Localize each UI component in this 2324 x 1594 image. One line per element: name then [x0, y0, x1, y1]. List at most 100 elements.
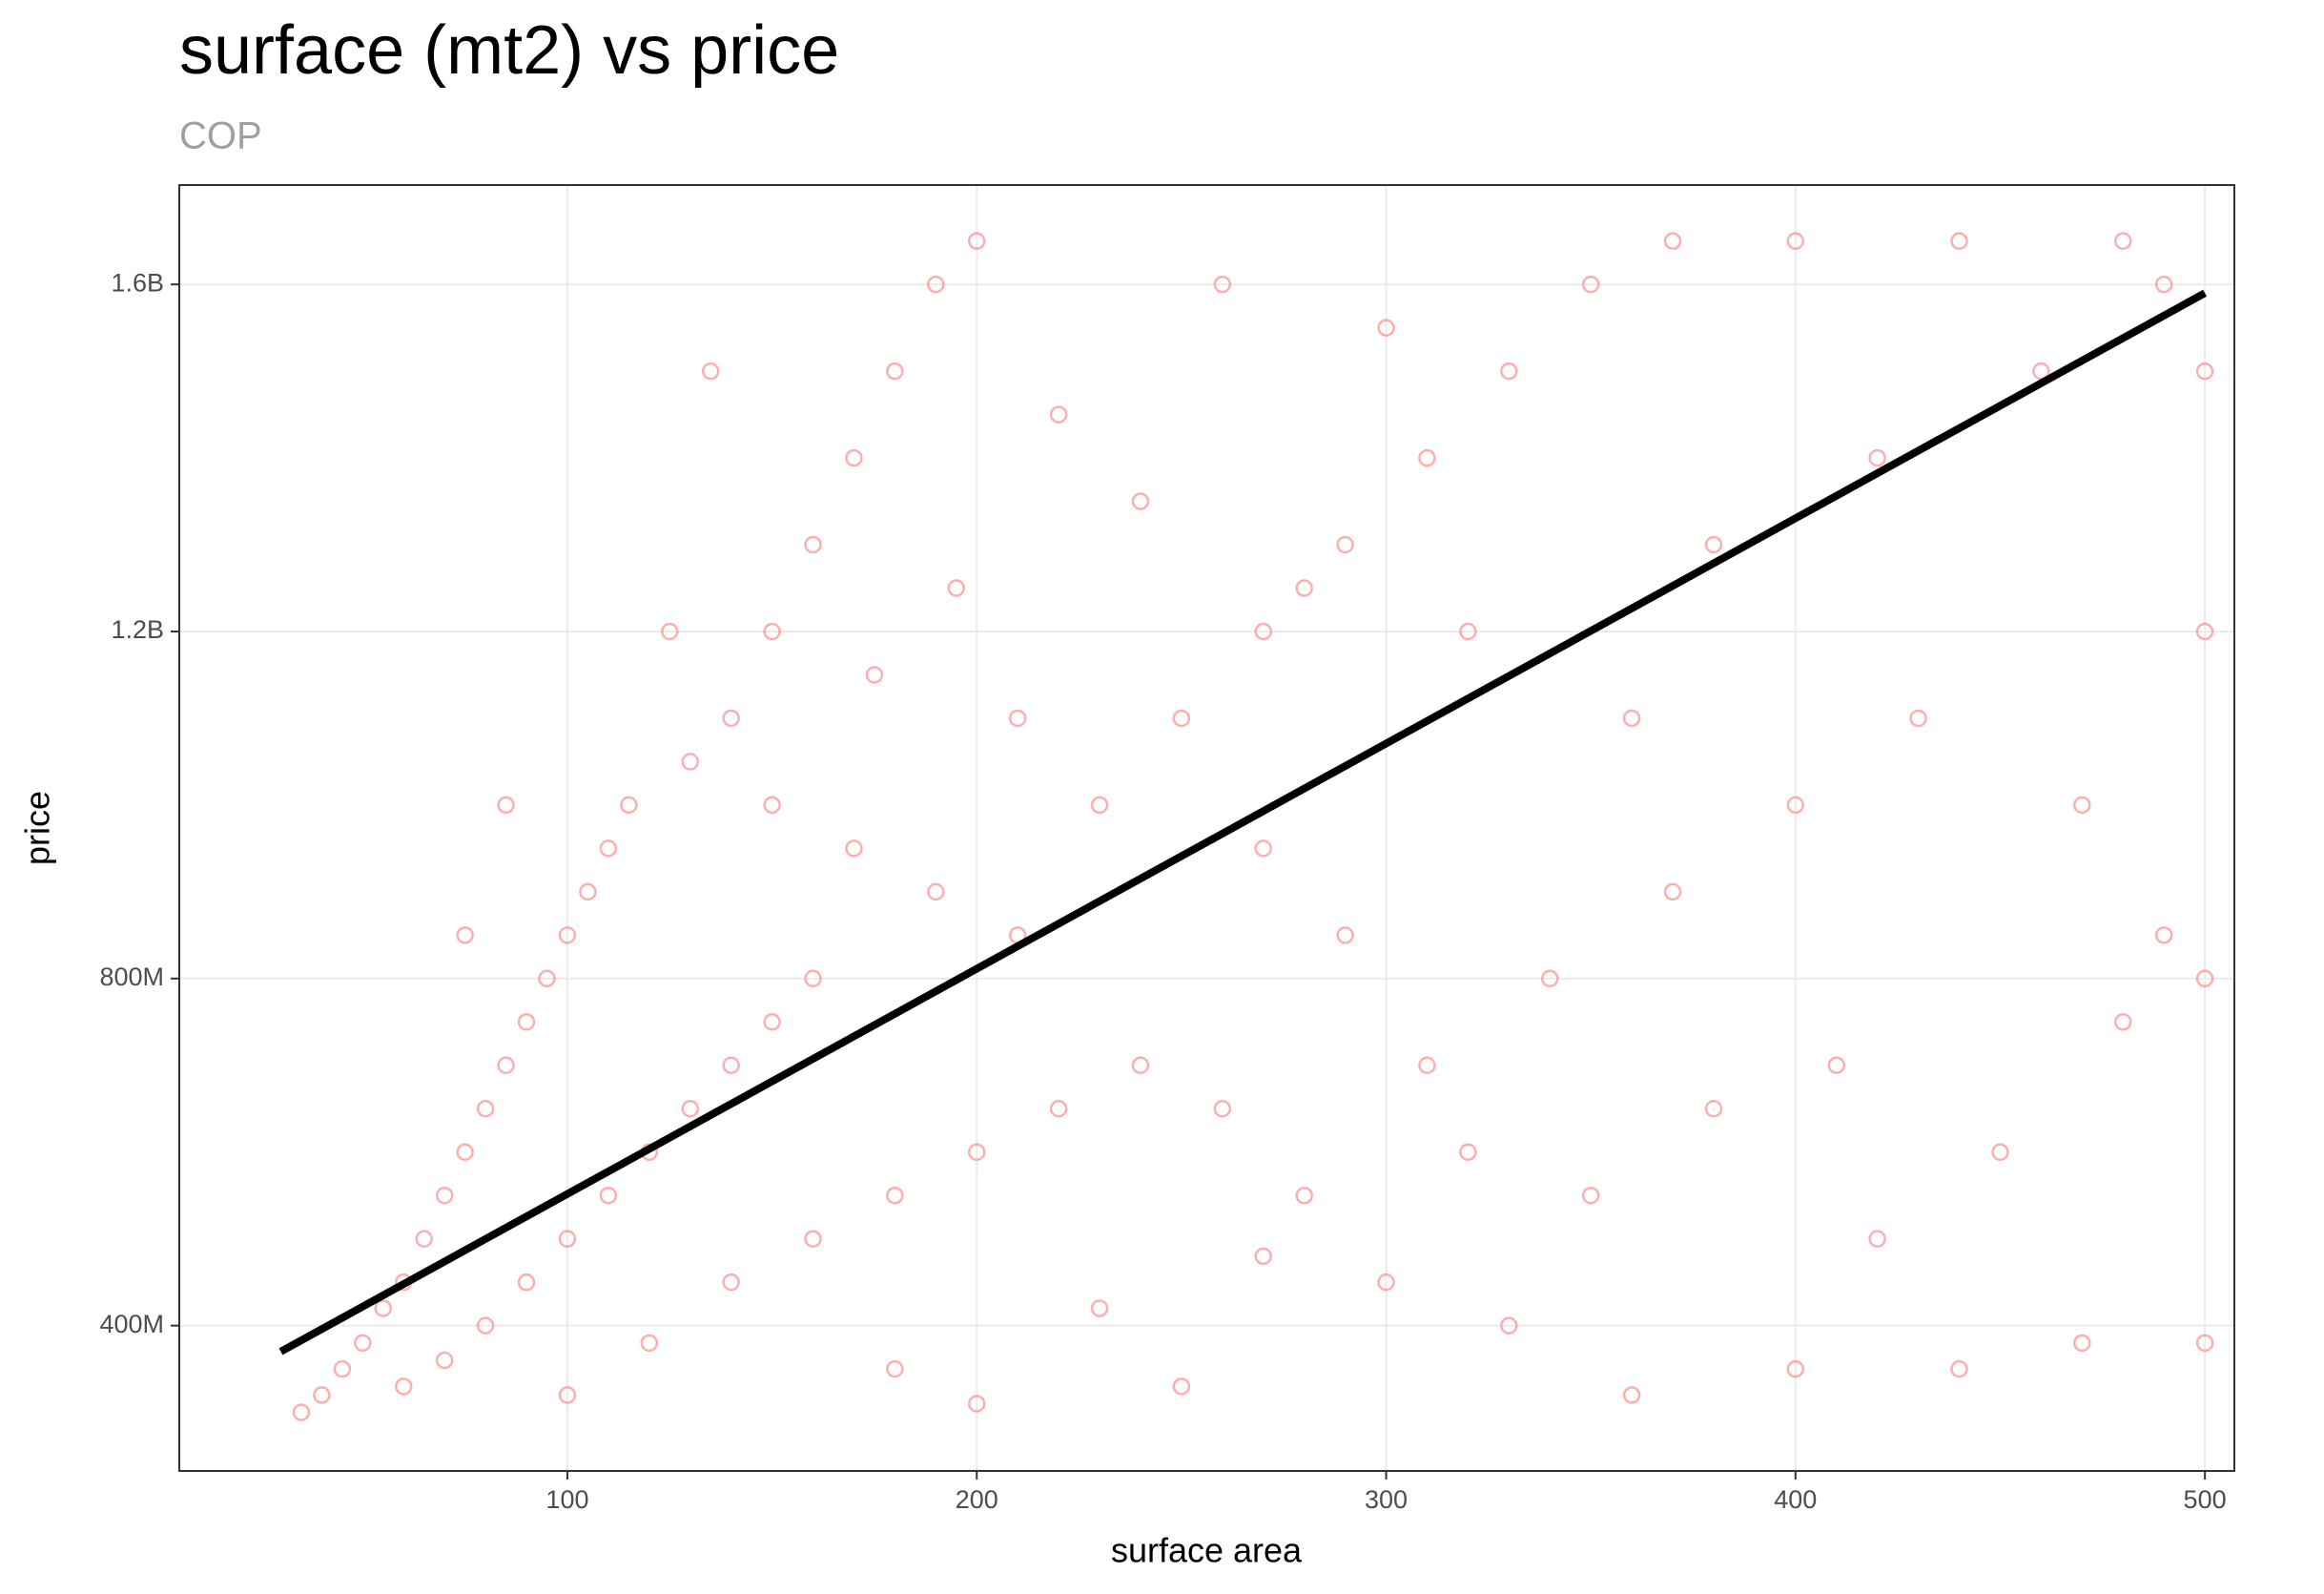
point — [763, 1013, 781, 1031]
point — [292, 1403, 311, 1421]
point — [2113, 1013, 2132, 1031]
point — [947, 579, 966, 597]
point — [2195, 969, 2214, 988]
point — [538, 969, 556, 988]
point — [1459, 1143, 1477, 1161]
point — [1172, 1377, 1191, 1396]
point — [1540, 969, 1559, 988]
point — [701, 362, 720, 381]
point — [476, 1316, 495, 1335]
point — [394, 1377, 413, 1396]
point — [435, 1351, 454, 1370]
point — [722, 1056, 740, 1075]
point — [2195, 362, 2214, 381]
point — [1049, 1099, 1068, 1118]
x-axis-title: surface area — [1111, 1531, 1303, 1570]
point — [2073, 1334, 2091, 1353]
point — [845, 839, 863, 858]
point — [1254, 1247, 1272, 1266]
point — [763, 622, 781, 641]
point — [579, 882, 597, 901]
point — [1950, 232, 1968, 250]
point — [804, 969, 822, 988]
point — [1295, 1186, 1313, 1205]
point — [333, 1359, 352, 1378]
point — [497, 1056, 515, 1075]
point — [558, 926, 577, 944]
point — [497, 796, 515, 815]
point — [1786, 1359, 1805, 1378]
point — [886, 1186, 904, 1205]
y-tick-label: 1.6B — [111, 268, 164, 297]
point — [1622, 1386, 1641, 1404]
chart-title: surface (mt2) vs price — [179, 12, 839, 89]
point — [415, 1230, 433, 1248]
point — [1500, 362, 1518, 381]
point — [763, 796, 781, 815]
point — [1500, 1316, 1518, 1335]
point — [2154, 926, 2173, 944]
point — [1418, 448, 1436, 467]
point — [313, 1386, 331, 1404]
point — [804, 535, 822, 554]
point — [374, 1299, 393, 1317]
point — [1049, 405, 1068, 424]
point — [2195, 1334, 2214, 1353]
x-tick-label: 400 — [1774, 1485, 1817, 1514]
point — [1663, 882, 1682, 901]
y-tick-label: 800M — [99, 963, 164, 991]
point — [2195, 622, 2214, 641]
point — [1868, 1230, 1886, 1248]
point — [1827, 1056, 1845, 1075]
point — [1704, 535, 1723, 554]
point — [1991, 1143, 2009, 1161]
point — [1008, 709, 1027, 728]
point — [1336, 926, 1354, 944]
point — [435, 1186, 454, 1205]
point — [722, 709, 740, 728]
point — [517, 1013, 536, 1031]
point — [1213, 275, 1232, 294]
point — [2073, 796, 2091, 815]
point — [517, 1273, 536, 1292]
x-tick-label: 500 — [2184, 1485, 2227, 1514]
point — [1131, 492, 1150, 510]
point — [354, 1334, 372, 1353]
point — [967, 1143, 986, 1161]
point — [1254, 622, 1272, 641]
x-tick-label: 100 — [545, 1485, 588, 1514]
point — [1581, 1186, 1600, 1205]
point — [967, 1395, 986, 1413]
point — [1786, 232, 1805, 250]
point — [681, 1099, 699, 1118]
point — [599, 1186, 618, 1205]
point — [1172, 709, 1191, 728]
point — [845, 448, 863, 467]
x-tick-label: 200 — [956, 1485, 998, 1514]
point — [476, 1099, 495, 1118]
x-tick-label: 300 — [1365, 1485, 1408, 1514]
point — [1622, 709, 1641, 728]
point — [1909, 709, 1927, 728]
point — [640, 1334, 659, 1353]
point — [886, 362, 904, 381]
y-axis-title: price — [18, 791, 57, 865]
y-tick-label: 400M — [99, 1310, 164, 1338]
chart-subtitle: COP — [179, 115, 262, 157]
point — [2113, 232, 2132, 250]
point — [2154, 275, 2173, 294]
point — [1950, 1359, 1968, 1378]
point — [1090, 1299, 1109, 1317]
point — [886, 1359, 904, 1378]
point — [1131, 1056, 1150, 1075]
point — [1459, 622, 1477, 641]
fit-line — [278, 289, 2208, 1356]
point — [1254, 839, 1272, 858]
point — [1418, 1056, 1436, 1075]
point — [661, 622, 679, 641]
point — [1663, 232, 1682, 250]
point — [927, 882, 945, 901]
point — [927, 275, 945, 294]
point — [1377, 319, 1395, 337]
point — [681, 753, 699, 771]
